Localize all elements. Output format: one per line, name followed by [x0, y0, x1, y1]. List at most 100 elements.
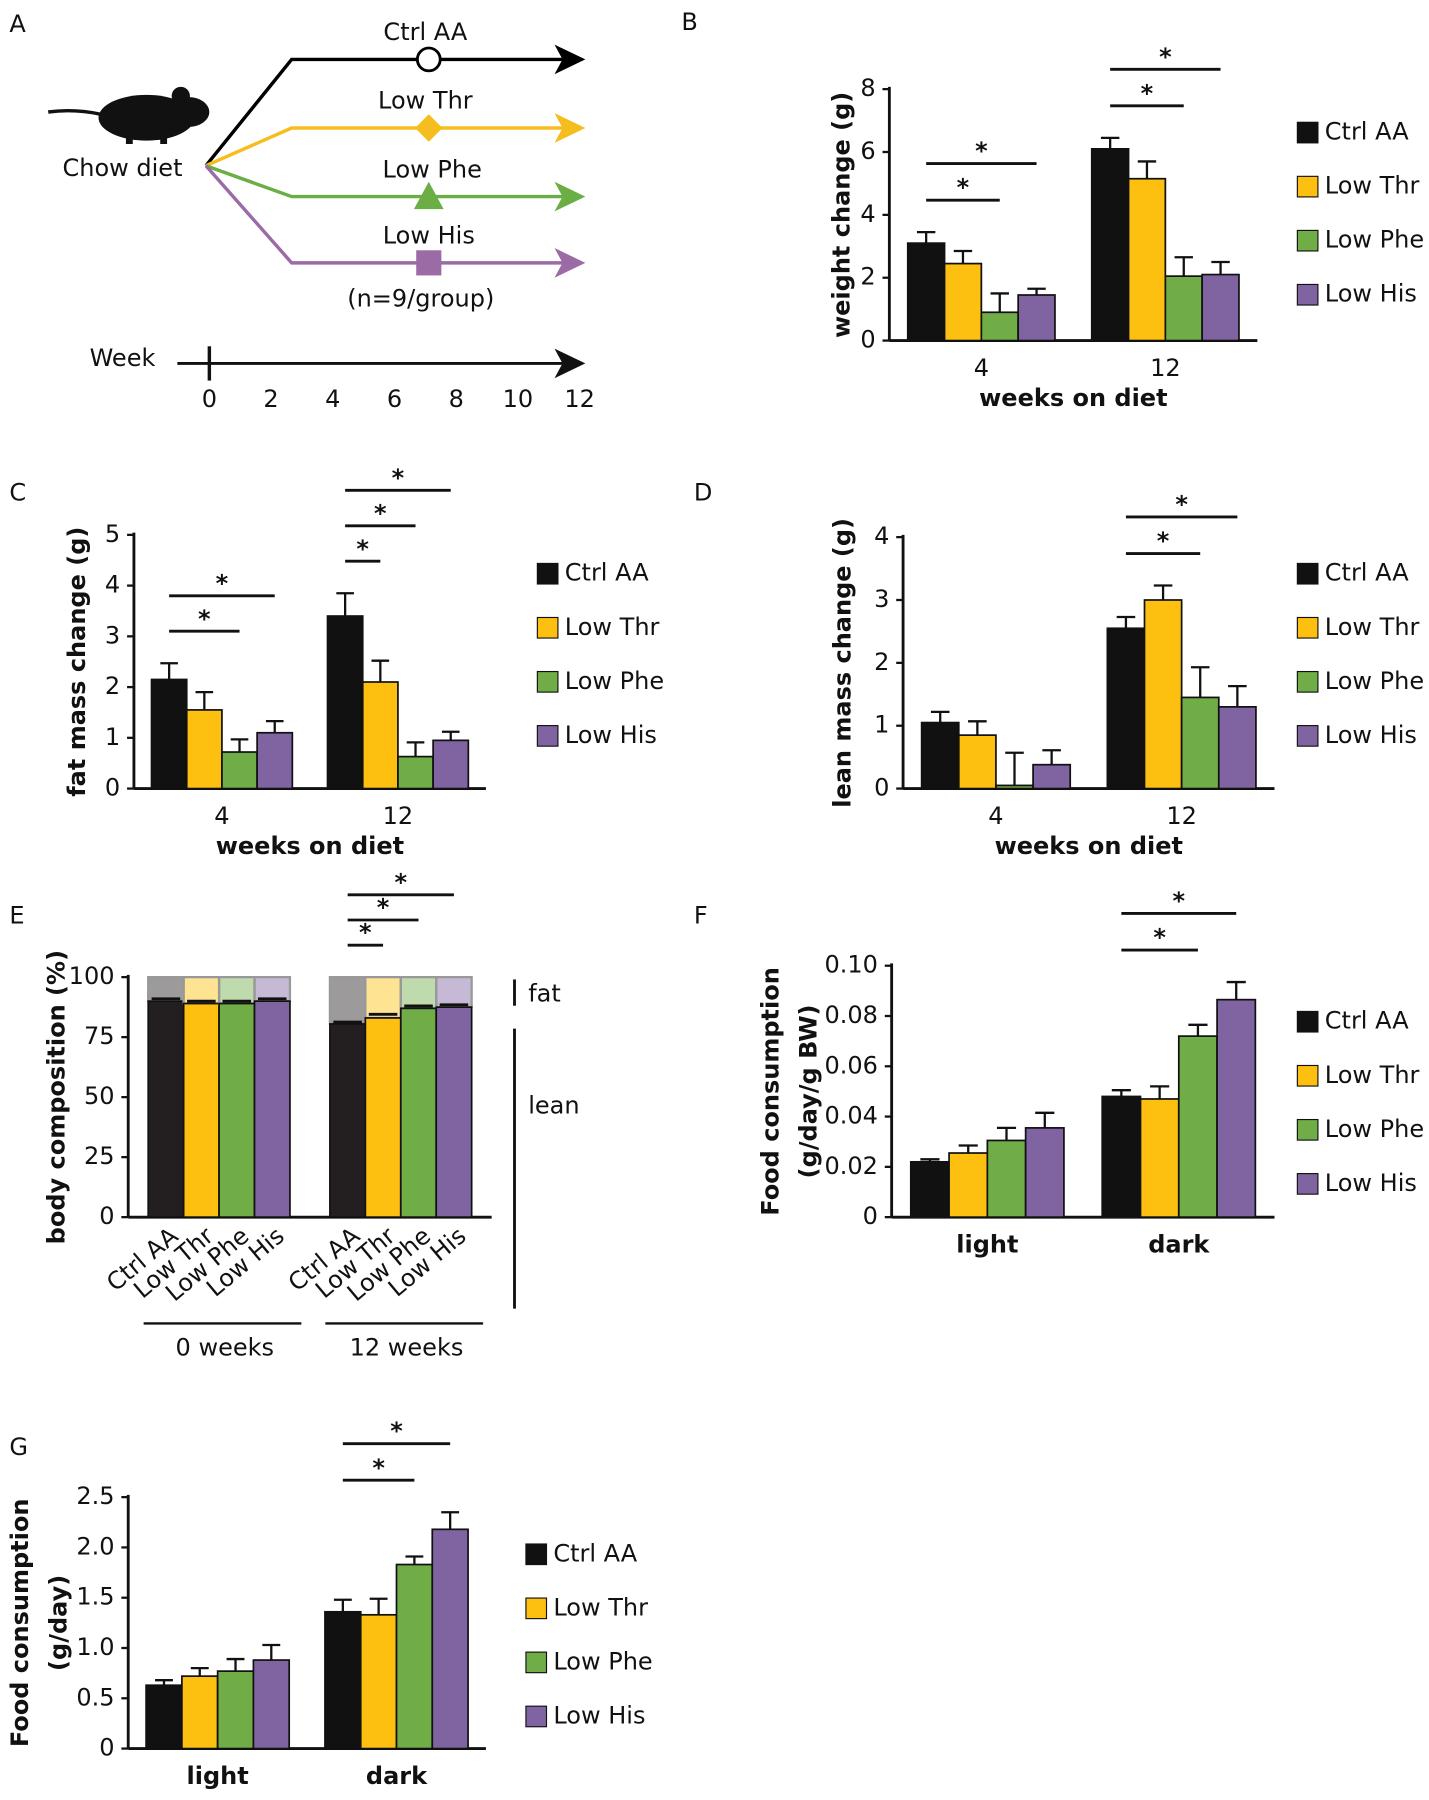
legend-swatch	[1296, 1173, 1319, 1195]
marker	[415, 46, 442, 73]
significance-label: *	[1159, 43, 1172, 71]
start-label: Chow diet	[63, 154, 183, 182]
y-tick-label: 0.5	[76, 1683, 114, 1711]
y-tick-label: 1.0	[76, 1633, 114, 1661]
bar	[395, 1563, 434, 1750]
panel-label: D	[694, 479, 712, 507]
bar	[1017, 294, 1056, 342]
bar	[1106, 627, 1146, 790]
bar	[431, 1528, 469, 1750]
y-tick-label: 3	[874, 585, 889, 613]
y-tick-label: 5	[105, 520, 120, 548]
x-tick-label: light	[187, 1762, 249, 1790]
mouse-icon	[47, 86, 210, 144]
arm-line	[204, 57, 566, 167]
significance-label: *	[374, 499, 387, 527]
bar-segment-lean	[182, 1002, 220, 1218]
y-tick-label: 4	[105, 571, 120, 599]
arrowhead	[554, 113, 586, 143]
legend-swatch	[536, 616, 559, 639]
bar	[1216, 998, 1257, 1219]
y-axis-label: weight change (g)	[828, 92, 856, 338]
legend-label: Ctrl AA	[1325, 559, 1409, 587]
legend-swatch	[1296, 725, 1319, 747]
bar	[906, 242, 946, 342]
bar-segment-lean	[147, 1000, 185, 1218]
bar-segment-fat	[328, 975, 367, 1026]
legend-label: Low Phe	[1325, 1115, 1424, 1143]
significance-label: *	[356, 535, 369, 563]
bar	[1139, 1098, 1180, 1218]
legend-label: Low Phe	[1325, 226, 1424, 254]
y-tick-label: 1.5	[76, 1583, 114, 1611]
timeline-tick-label: 0	[202, 385, 217, 413]
bar	[397, 755, 434, 790]
bar	[1127, 177, 1167, 342]
legend-swatch	[525, 1543, 548, 1566]
legend-swatch	[1296, 175, 1319, 198]
legend-label: Low Phe	[553, 1647, 652, 1675]
arm-label: Low Thr	[378, 87, 473, 115]
legend-swatch	[1296, 616, 1319, 639]
legend-swatch	[1296, 1064, 1319, 1087]
y-axis-label: fat mass change (g)	[63, 527, 91, 797]
marker	[415, 114, 443, 142]
significance-label: *	[957, 174, 970, 202]
legend-swatch	[536, 670, 559, 693]
arm-label: Low His	[383, 222, 475, 250]
bar	[943, 262, 983, 342]
legend-swatch	[1296, 1010, 1319, 1033]
y-tick-label: 25	[84, 1142, 115, 1170]
bar	[359, 1613, 398, 1750]
y-axis-label: (g/day/g BW)	[794, 1004, 822, 1178]
marker	[413, 181, 444, 210]
legend-swatch	[525, 1597, 548, 1620]
legend-label: Low Thr	[565, 613, 660, 641]
arm-line	[204, 164, 566, 265]
bar	[181, 1675, 219, 1750]
bar-segment-lean	[399, 1007, 438, 1218]
bar	[1217, 706, 1257, 790]
panel-label: A	[9, 10, 26, 38]
x-axis-label: weeks on diet	[995, 832, 1183, 860]
timeline-tick-label: 4	[325, 385, 340, 413]
legend-label: Low His	[565, 721, 657, 749]
note: (n=9/group)	[347, 284, 494, 312]
y-axis-label: Food consumption	[6, 1499, 34, 1748]
group-label: 12 weeks	[350, 1334, 464, 1362]
x-tick-label: 4	[214, 802, 229, 830]
y-tick-label: 2	[860, 263, 875, 291]
arm-line	[205, 164, 566, 199]
arm-label: Ctrl AA	[383, 18, 467, 46]
y-tick-label: 2	[874, 648, 889, 676]
bar	[324, 1610, 362, 1750]
timeline-tick-label: 12	[564, 385, 595, 413]
legend-swatch	[1296, 121, 1319, 144]
x-tick-label: 12	[1150, 354, 1181, 382]
bar	[1101, 1095, 1142, 1219]
y-tick-label: 4	[860, 200, 875, 228]
y-tick-label: 100	[69, 962, 115, 990]
arrowhead	[554, 44, 586, 75]
y-tick-label: 8	[860, 74, 875, 102]
legend-label: Ctrl AA	[1325, 118, 1409, 146]
legend-label: Low His	[1325, 1169, 1417, 1197]
bar	[326, 615, 364, 790]
panel-label: C	[9, 479, 26, 507]
significance-label: *	[390, 1417, 403, 1445]
y-tick-label: 4	[874, 522, 889, 550]
bar-segment-lean	[253, 1000, 291, 1218]
bar	[1024, 1127, 1065, 1219]
bar	[145, 1684, 183, 1750]
y-axis-label: Food consumption	[757, 967, 785, 1216]
y-tick-label: 0	[99, 1734, 114, 1762]
y-tick-label: 1	[874, 711, 889, 739]
y-tick-label: 2.0	[76, 1532, 114, 1560]
bar-segment-lean	[435, 1006, 473, 1218]
arrowhead	[554, 348, 586, 379]
significance-label: *	[359, 919, 372, 947]
legend-swatch	[1296, 1118, 1319, 1141]
panel-label: F	[694, 902, 708, 930]
panel-label: E	[9, 902, 24, 930]
bar	[920, 721, 960, 790]
